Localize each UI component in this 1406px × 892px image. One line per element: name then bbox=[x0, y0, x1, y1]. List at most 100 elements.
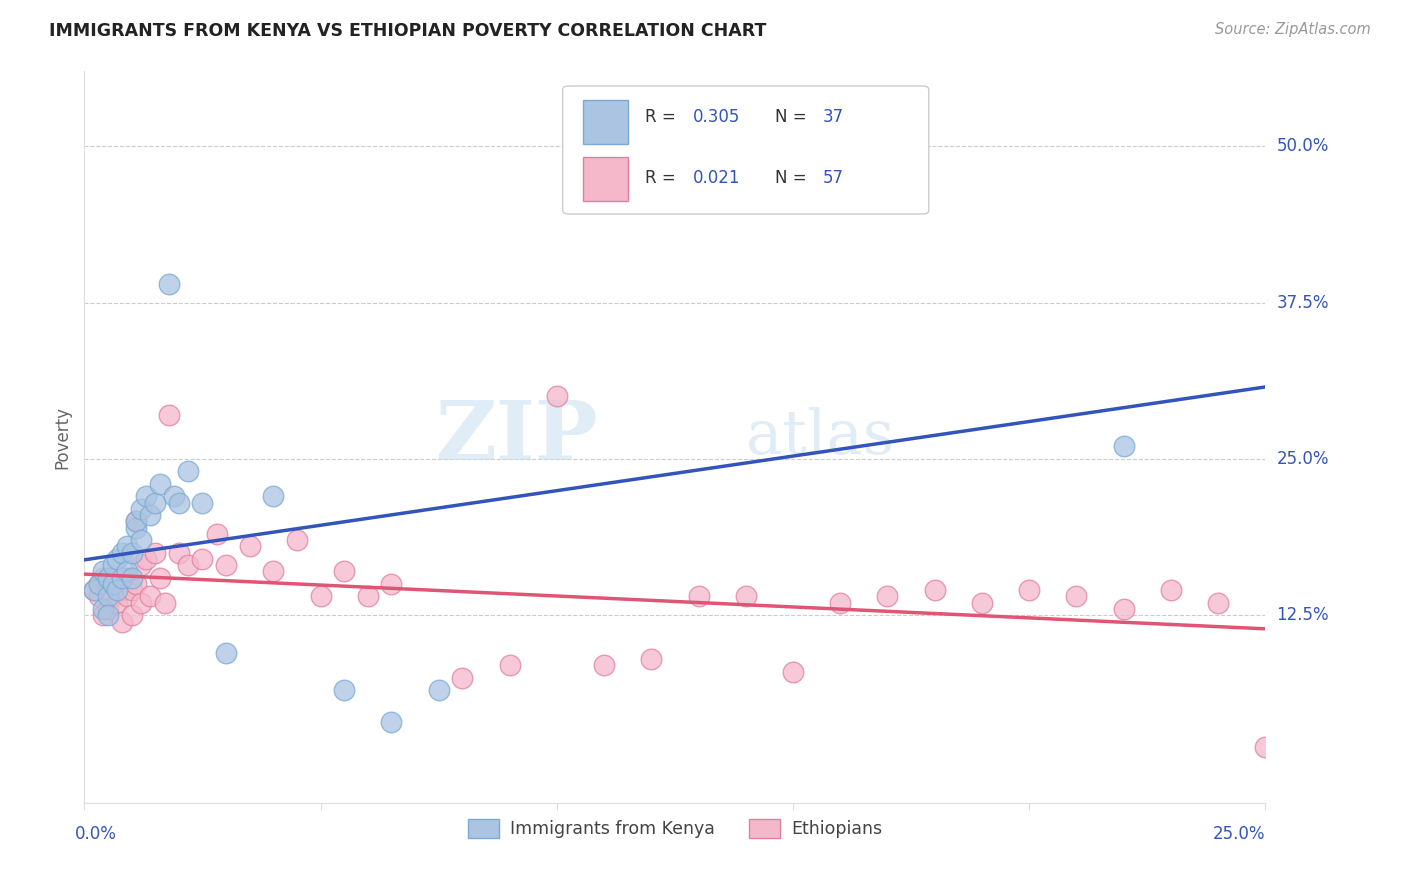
Text: 0.305: 0.305 bbox=[693, 109, 740, 127]
Point bbox=[111, 615, 134, 629]
Text: 37: 37 bbox=[823, 109, 844, 127]
Point bbox=[688, 189, 710, 203]
Point bbox=[380, 577, 402, 591]
Text: IMMIGRANTS FROM KENYA VS ETHIOPIAN POVERTY CORRELATION CHART: IMMIGRANTS FROM KENYA VS ETHIOPIAN POVER… bbox=[49, 22, 766, 40]
Point bbox=[121, 546, 143, 560]
Point bbox=[333, 683, 356, 698]
Text: ZIP: ZIP bbox=[436, 397, 598, 477]
Point bbox=[215, 558, 238, 573]
Point bbox=[101, 577, 124, 591]
Point bbox=[115, 540, 138, 554]
Text: 12.5%: 12.5% bbox=[1277, 607, 1329, 624]
Point bbox=[970, 596, 993, 610]
Text: Source: ZipAtlas.com: Source: ZipAtlas.com bbox=[1215, 22, 1371, 37]
Text: 50.0%: 50.0% bbox=[1277, 137, 1329, 155]
Point bbox=[309, 590, 332, 604]
Point bbox=[101, 577, 124, 591]
Point bbox=[125, 515, 148, 529]
Bar bbox=[582, 157, 627, 201]
Point bbox=[101, 590, 124, 604]
Point bbox=[125, 577, 148, 591]
Point bbox=[1018, 583, 1040, 598]
Point bbox=[87, 577, 110, 591]
Point bbox=[91, 571, 114, 585]
Text: 57: 57 bbox=[823, 169, 844, 186]
Point bbox=[688, 590, 710, 604]
Text: R =: R = bbox=[645, 109, 682, 127]
Point bbox=[129, 533, 152, 548]
Text: 0.0%: 0.0% bbox=[75, 825, 117, 843]
Point bbox=[167, 546, 190, 560]
Point bbox=[546, 389, 568, 403]
Text: 37.5%: 37.5% bbox=[1277, 293, 1329, 311]
Point bbox=[177, 558, 200, 573]
Point bbox=[107, 571, 129, 585]
Point bbox=[1160, 583, 1182, 598]
Text: 0.021: 0.021 bbox=[693, 169, 740, 186]
Point bbox=[215, 646, 238, 660]
Point bbox=[191, 496, 214, 510]
Point bbox=[177, 465, 200, 479]
Point bbox=[427, 683, 450, 698]
Point bbox=[91, 608, 114, 623]
Point bbox=[97, 571, 120, 585]
Text: atlas: atlas bbox=[745, 407, 894, 467]
Point bbox=[153, 596, 176, 610]
Point bbox=[262, 565, 284, 579]
Point bbox=[91, 602, 114, 616]
Point bbox=[121, 608, 143, 623]
Point bbox=[830, 596, 852, 610]
Point bbox=[83, 583, 105, 598]
Point bbox=[97, 583, 120, 598]
Point bbox=[1066, 590, 1088, 604]
Point bbox=[97, 590, 120, 604]
Point bbox=[191, 552, 214, 566]
Point bbox=[135, 490, 157, 504]
Point bbox=[115, 565, 138, 579]
Point bbox=[107, 552, 129, 566]
Point bbox=[125, 515, 148, 529]
Point bbox=[285, 533, 308, 548]
Point bbox=[876, 590, 898, 604]
Point bbox=[157, 277, 180, 291]
Text: N =: N = bbox=[775, 109, 813, 127]
Text: N =: N = bbox=[775, 169, 813, 186]
Point bbox=[111, 583, 134, 598]
Point bbox=[97, 602, 120, 616]
Point bbox=[1112, 440, 1135, 454]
Point bbox=[149, 477, 172, 491]
Point bbox=[167, 496, 190, 510]
Point bbox=[1112, 602, 1135, 616]
Point bbox=[129, 596, 152, 610]
Point bbox=[115, 590, 138, 604]
Point bbox=[734, 590, 756, 604]
Point bbox=[1254, 739, 1277, 754]
Text: R =: R = bbox=[645, 169, 682, 186]
Point bbox=[111, 571, 134, 585]
Point bbox=[91, 565, 114, 579]
Point bbox=[451, 671, 474, 685]
Point bbox=[640, 652, 662, 666]
Point bbox=[380, 714, 402, 729]
Point bbox=[143, 546, 166, 560]
Point bbox=[111, 546, 134, 560]
Point bbox=[135, 552, 157, 566]
Bar bbox=[582, 100, 627, 144]
Point bbox=[125, 521, 148, 535]
Point bbox=[239, 540, 262, 554]
Point bbox=[498, 658, 520, 673]
Text: 25.0%: 25.0% bbox=[1213, 825, 1265, 843]
Legend: Immigrants from Kenya, Ethiopians: Immigrants from Kenya, Ethiopians bbox=[461, 812, 889, 846]
Point bbox=[107, 596, 129, 610]
Point bbox=[115, 571, 138, 585]
Point bbox=[107, 583, 129, 598]
Point bbox=[593, 658, 616, 673]
Point bbox=[1206, 596, 1229, 610]
Point bbox=[205, 527, 228, 541]
Point bbox=[129, 558, 152, 573]
Point bbox=[129, 502, 152, 516]
Point bbox=[163, 490, 186, 504]
Point bbox=[121, 583, 143, 598]
Point bbox=[139, 508, 162, 523]
Point bbox=[97, 608, 120, 623]
